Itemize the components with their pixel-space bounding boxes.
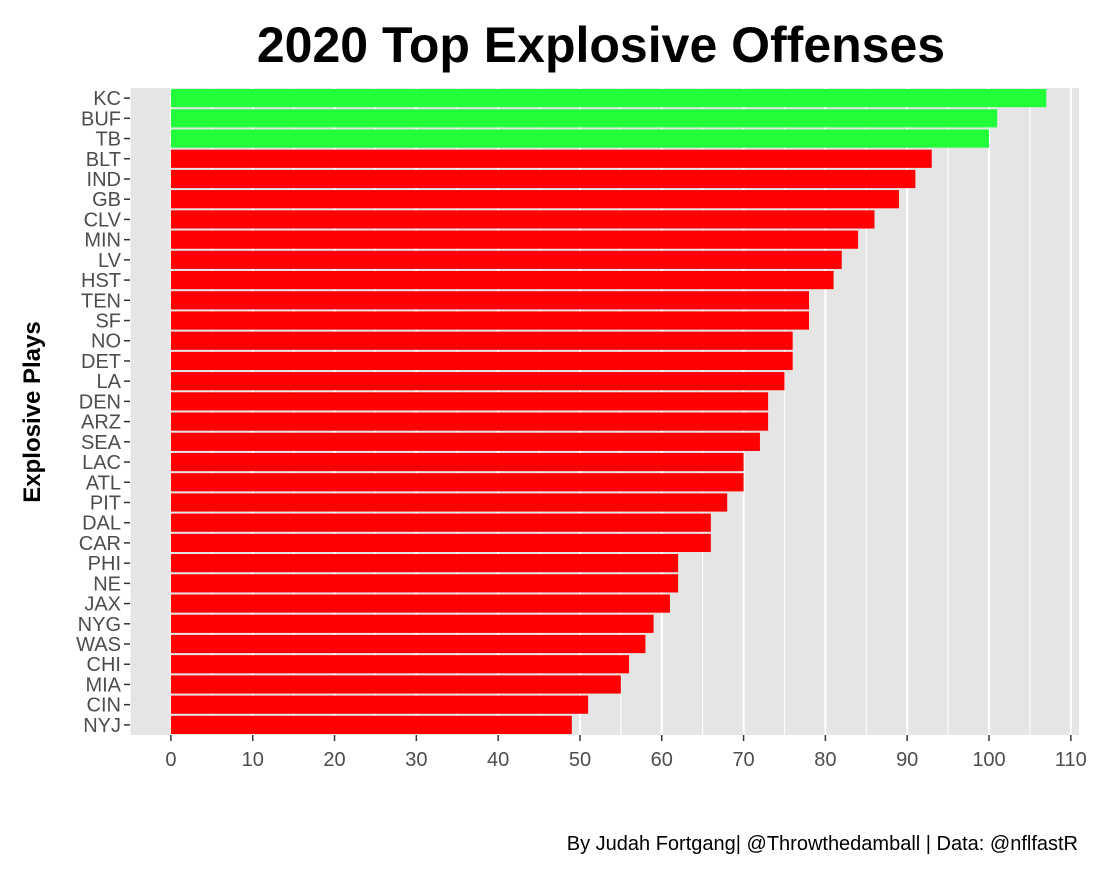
bar-den [170,392,769,411]
y-tick-label: PIT [90,492,121,514]
bar-clv [170,210,875,229]
bar-atl [170,473,744,492]
bar-det [170,351,793,371]
y-tick-label: CAR [79,533,121,555]
bar-ten [170,291,810,310]
x-tick-label: 50 [569,749,591,771]
y-tick-label: ARZ [81,412,121,434]
y-tick-label: CIN [87,695,121,717]
y-tick-label: WAS [76,634,121,656]
y-tick-label: TEN [81,290,121,312]
bar-dal [170,513,711,532]
chart-title: 2020 Top Explosive Offenses [257,17,945,73]
y-tick-label: NYG [78,614,121,636]
bar-min [170,230,859,249]
y-tick-label: NYJ [83,715,121,737]
y-tick-label: KC [93,88,121,110]
y-tick-label: MIN [84,230,121,252]
x-tick-label: 80 [814,749,836,771]
bar-car [170,533,711,553]
y-tick-label: DET [81,351,121,373]
y-tick-label: BLT [86,149,121,171]
bar-mia [170,675,621,694]
y-tick-label: JAX [84,594,121,616]
bar-phi [170,554,679,573]
bar-sf [170,311,810,330]
bar-nyg [170,614,654,633]
x-tick-label: 0 [165,749,176,771]
bar-was [170,634,646,654]
y-tick-label: CHI [87,654,121,676]
y-tick-label: SEA [81,432,122,454]
x-axis: 0 10 20 30 40 50 60 70 80 90 100 110 [165,735,1087,771]
bars [170,89,1047,734]
bar-arz [170,412,769,431]
x-tick-label: 30 [405,749,427,771]
y-tick-label: LA [97,371,122,393]
y-tick-label: HST [81,270,121,292]
x-tick-label: 100 [972,749,1005,771]
x-tick-label: 10 [242,749,264,771]
y-tick-label: DEN [79,391,121,413]
bar-nyj [170,715,572,734]
bar-lac [170,452,744,472]
y-tick-label: NO [91,331,121,353]
bar-hst [170,270,834,290]
y-tick-label: BUF [81,108,121,130]
y-tick-label: CLV [84,209,122,231]
y-tick-label: ATL [86,472,121,494]
y-axis-label: Explosive Plays [19,321,46,502]
x-tick-label: 60 [651,749,673,771]
y-tick-label: IND [87,169,121,191]
y-tick-label: LV [98,250,122,272]
bar-kc [170,89,1047,108]
bar-tb [170,129,990,148]
bar-ind [170,169,916,189]
x-tick-label: 110 [1055,749,1087,771]
bar-ne [170,574,679,593]
caption: By Judah Fortgang| @Throwthedamball | Da… [567,833,1078,855]
bar-gb [170,190,900,209]
y-tick-label: MIA [85,674,121,696]
bar-la [170,372,785,391]
x-tick-label: 40 [487,749,509,771]
y-tick-label: NE [93,573,121,595]
bar-sea [170,432,760,451]
bar-lv [170,250,842,269]
bar-pit [170,493,728,512]
y-axis: KCBUFTBBLTINDGBCLVMINLVHSTTENSFNODETLADE… [76,88,130,737]
y-tick-label: SF [95,311,121,333]
y-tick-label: TB [95,129,121,151]
y-tick-label: GB [92,189,121,211]
bar-no [170,331,793,350]
bar-buf [170,109,998,128]
x-tick-label: 20 [323,749,345,771]
x-tick-label: 70 [732,749,754,771]
x-tick-label: 90 [896,749,918,771]
bar-cin [170,695,589,714]
y-tick-label: DAL [82,513,121,535]
bar-jax [170,594,670,613]
bar-chi [170,655,630,674]
y-tick-label: PHI [88,553,121,575]
y-tick-label: LAC [82,452,121,474]
bar-blt [170,149,932,168]
